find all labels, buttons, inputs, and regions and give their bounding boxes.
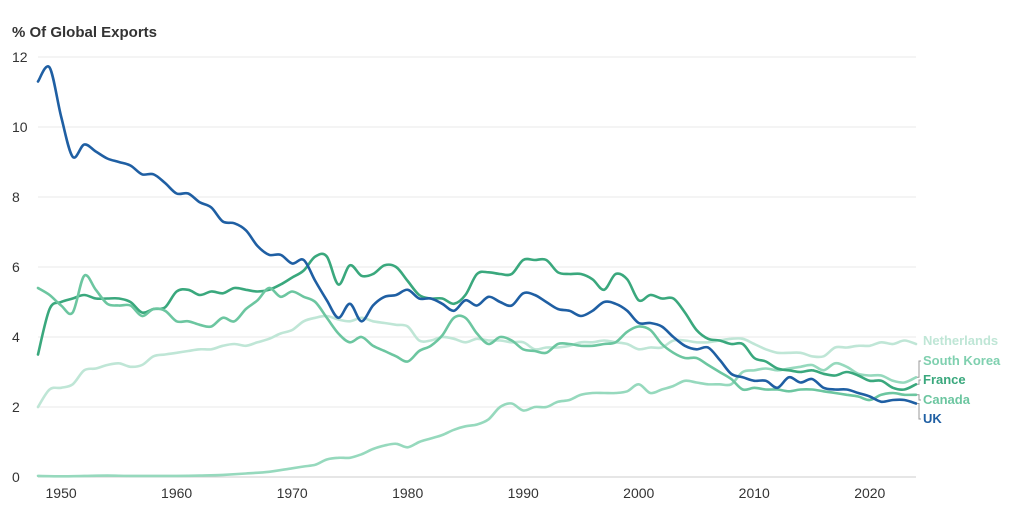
series-label-netherlands: Netherlands (923, 333, 998, 348)
y-tick-label-6: 6 (12, 259, 20, 275)
y-tick-label-10: 10 (12, 119, 28, 135)
x-tick-label-2010: 2010 (739, 485, 770, 501)
series-label-france: France (923, 372, 966, 387)
x-tick-label-1990: 1990 (508, 485, 539, 501)
series-label-uk: UK (923, 411, 942, 426)
series-line-uk (36, 65, 918, 405)
x-tick-label-1950: 1950 (46, 485, 77, 501)
leader-line-france (917, 379, 921, 385)
y-tick-label-2: 2 (12, 399, 20, 415)
y-tick-label-0: 0 (12, 469, 20, 485)
leader-line-south-korea (917, 360, 921, 378)
x-tick-label-1970: 1970 (277, 485, 308, 501)
series-label-canada: Canada (923, 392, 971, 407)
y-tick-label-8: 8 (12, 189, 20, 205)
x-tick-label-2020: 2020 (854, 485, 885, 501)
x-tick-label-1980: 1980 (392, 485, 423, 501)
series-label-south-korea: South Korea (923, 353, 1001, 368)
x-tick-label-2000: 2000 (623, 485, 654, 501)
series-line-south-korea (36, 361, 918, 478)
y-axis-title: % Of Global Exports (12, 24, 158, 41)
leader-line-uk (917, 403, 921, 420)
series-line-netherlands (36, 314, 918, 409)
x-tick-label-1960: 1960 (161, 485, 192, 501)
leader-line-canada (917, 394, 921, 401)
series-line-canada (36, 273, 918, 402)
series-line-france (36, 252, 918, 391)
y-tick-label-12: 12 (12, 49, 28, 65)
y-tick-label-4: 4 (12, 329, 20, 345)
